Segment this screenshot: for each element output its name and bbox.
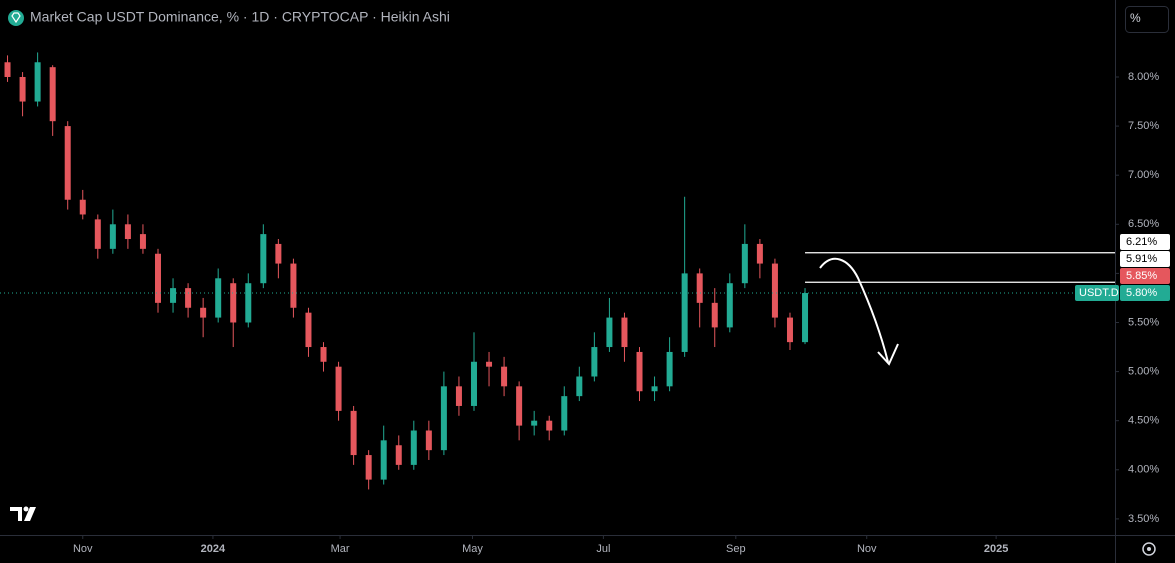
settings-icon[interactable] (1142, 542, 1156, 556)
x-tick-label: May (462, 543, 483, 555)
chart-title: Market Cap USDT Dominance, % · 1D · CRYP… (30, 9, 450, 25)
candle-body (440, 386, 447, 451)
candle-body (561, 396, 568, 431)
y-tick-label: 4.00% (1128, 464, 1159, 476)
tv-logo (10, 506, 36, 521)
price-label-box (1120, 251, 1170, 268)
candle-body (651, 386, 658, 392)
candle-body (531, 420, 538, 426)
price-label-box (1120, 268, 1170, 285)
candle-body (245, 283, 252, 323)
candle-body (425, 430, 432, 451)
candle-body (124, 224, 131, 240)
y-tick-label: 3.50% (1128, 513, 1159, 525)
candle-body (290, 263, 297, 308)
candle-body (335, 366, 342, 411)
candle-body (410, 430, 417, 465)
tv-logo-part (10, 507, 22, 521)
candle-body (64, 126, 71, 200)
candle-body (802, 293, 809, 343)
arrow (819, 257, 889, 363)
x-tick-label: Jul (596, 543, 610, 555)
candle-body (576, 376, 583, 397)
candle-body (455, 386, 462, 406)
candle-body (139, 234, 146, 249)
price-label: 6.21% (1126, 236, 1157, 248)
candle-body (305, 312, 312, 348)
candle-body (606, 317, 613, 348)
x-tick-label: 2025 (984, 543, 1008, 555)
tv-logo-part (24, 507, 36, 521)
candle-body (636, 351, 643, 392)
candle-body (79, 199, 86, 215)
candle-body (771, 263, 778, 318)
candle-body (756, 243, 763, 264)
candle-body (4, 62, 11, 77)
y-tick-label: 4.50% (1128, 415, 1159, 427)
candle-body (591, 347, 598, 377)
y-tick-label: 7.50% (1128, 120, 1159, 132)
candle-body (516, 386, 523, 426)
candle-body (350, 410, 357, 456)
x-tick-label: Sep (726, 543, 746, 555)
candle-body (49, 67, 56, 122)
x-tick-label: 2024 (201, 543, 226, 555)
settings-icon-dot[interactable] (1147, 547, 1151, 551)
candle-body (546, 420, 553, 431)
candle-body (696, 273, 703, 303)
symbol-icon (8, 10, 24, 26)
y-tick-label: 5.00% (1128, 365, 1159, 377)
candle-body (19, 76, 26, 102)
candle-body (395, 445, 402, 465)
candle-body (486, 361, 493, 367)
candle-body (109, 224, 116, 249)
candle-body (230, 283, 237, 323)
arrow-head (877, 343, 899, 366)
y-tick-label: 5.50% (1128, 316, 1159, 328)
candle-body (170, 288, 177, 303)
candle-body (185, 288, 192, 308)
candle-body (320, 347, 327, 362)
price-label: 5.91% (1126, 253, 1157, 265)
y-tick-label: 8.00% (1128, 71, 1159, 83)
candle-body (470, 361, 477, 406)
x-tick-label: Mar (331, 543, 350, 555)
price-label-box (1120, 285, 1170, 302)
candle-body (501, 366, 508, 387)
candle-body (154, 253, 161, 303)
x-tick-label: Nov (73, 543, 93, 555)
candle-body (365, 455, 372, 480)
candle-body (666, 351, 673, 387)
candle-body (200, 307, 207, 318)
unit-button-label[interactable]: % (1130, 11, 1141, 25)
candle-body (726, 283, 733, 328)
symbol-label: USDT.D (1079, 287, 1119, 299)
price-label-box (1120, 234, 1170, 251)
candle-body (681, 273, 688, 352)
price-label: 5.85% (1126, 270, 1157, 282)
candle-body (275, 243, 282, 264)
symbol-icon-gem (11, 12, 21, 24)
y-tick-label: 7.00% (1128, 169, 1159, 181)
symbol-label-box (1075, 285, 1119, 302)
plot-area (0, 52, 1115, 490)
candle-body (34, 62, 41, 102)
unit-button[interactable] (1125, 6, 1169, 33)
candle-body (741, 243, 748, 284)
candle-body (786, 317, 793, 343)
candle-body (215, 278, 222, 318)
tv-logo-part (23, 506, 29, 512)
candle-body (621, 317, 628, 348)
y-tick-label: 6.50% (1128, 218, 1159, 230)
x-tick-label: Nov (857, 543, 877, 555)
candle-body (380, 440, 387, 480)
candle-body (94, 219, 101, 249)
candle-body (711, 302, 718, 328)
price-label: 5.80% (1126, 287, 1157, 299)
candle-body (260, 234, 267, 284)
